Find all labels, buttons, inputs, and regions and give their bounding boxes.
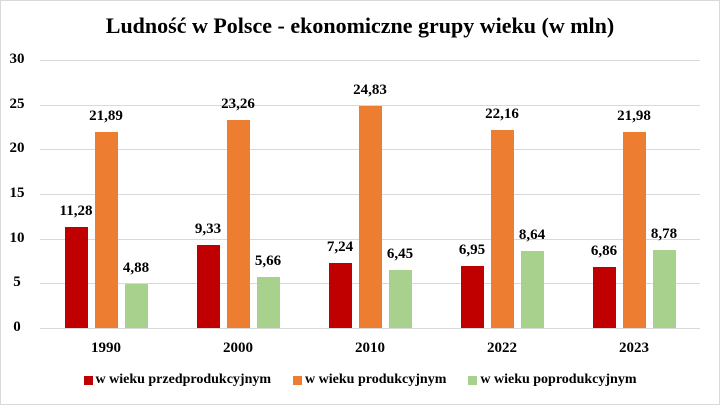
plot-area: 11,28 21,89 4,88 9,33 23,26 5,66 7,24 24,83 6,45… (40, 60, 700, 329)
bar (460, 265, 484, 328)
y-tick-label: 10 (9, 229, 25, 246)
y-tick-label: 0 (13, 319, 21, 335)
chart-title: Ludność w Polsce - ekonomiczne grupy wie… (105, 13, 615, 38)
x-tick-label: 2022 (487, 340, 517, 356)
legend-swatch-icon (468, 375, 478, 385)
bar (124, 284, 148, 328)
data-label: 6,95 (458, 241, 486, 258)
legend-label: w wieku przedprodukcyjnym (95, 372, 272, 387)
legend-label: w wieku poprodukcyjnym (480, 372, 637, 387)
bar (328, 263, 352, 328)
bar (94, 132, 118, 328)
bar (490, 130, 514, 328)
bar (256, 277, 280, 328)
legend-label: w wieku produkcyjnym (305, 372, 447, 387)
x-tick-label: 1990 (91, 340, 121, 356)
bar (358, 106, 382, 328)
data-label: 22,16 (485, 106, 519, 123)
y-tick-label: 20 (9, 140, 25, 157)
bar (226, 120, 250, 328)
legend-item: w wieku przedprodukcyjnym (83, 372, 272, 388)
data-label: 21,89 (89, 108, 123, 125)
data-label: 24,83 (353, 82, 387, 99)
bar (196, 244, 220, 328)
x-tick-label: 2023 (619, 340, 649, 356)
y-tick-label: 5 (13, 274, 21, 291)
data-label: 8,78 (650, 225, 678, 242)
data-label: 6,86 (590, 242, 618, 259)
data-label: 4,88 (122, 260, 150, 277)
y-tick-label: 25 (9, 95, 25, 112)
data-label: 11,28 (59, 203, 93, 220)
bar (388, 270, 412, 328)
x-tick-label: 2000 (223, 340, 253, 356)
legend-item: w wieku produkcyjnym (293, 372, 446, 388)
data-label: 5,66 (254, 253, 282, 270)
data-label: 7,24 (326, 239, 354, 256)
bar (652, 249, 676, 328)
data-label: 23,26 (221, 96, 255, 113)
bar (592, 266, 616, 328)
y-tick-label: 15 (9, 185, 25, 201)
legend: w wieku przedprodukcyjnym w wieku produkc… (0, 372, 720, 388)
data-label: 6,45 (386, 246, 414, 263)
bar (622, 131, 646, 328)
data-label: 8,64 (518, 226, 546, 243)
gridline (40, 104, 700, 106)
data-label: 9,33 (194, 220, 222, 237)
x-tick-label: 2010 (355, 340, 385, 356)
legend-swatch-icon (293, 375, 303, 385)
bar (64, 227, 88, 328)
gridline (40, 328, 700, 329)
legend-item: w wieku poprodukcyjnym (468, 372, 637, 388)
bar (520, 250, 544, 328)
legend-swatch-icon (83, 375, 93, 385)
data-label: 21,98 (617, 107, 651, 124)
gridline (40, 60, 700, 61)
y-tick-label: 30 (9, 51, 25, 67)
